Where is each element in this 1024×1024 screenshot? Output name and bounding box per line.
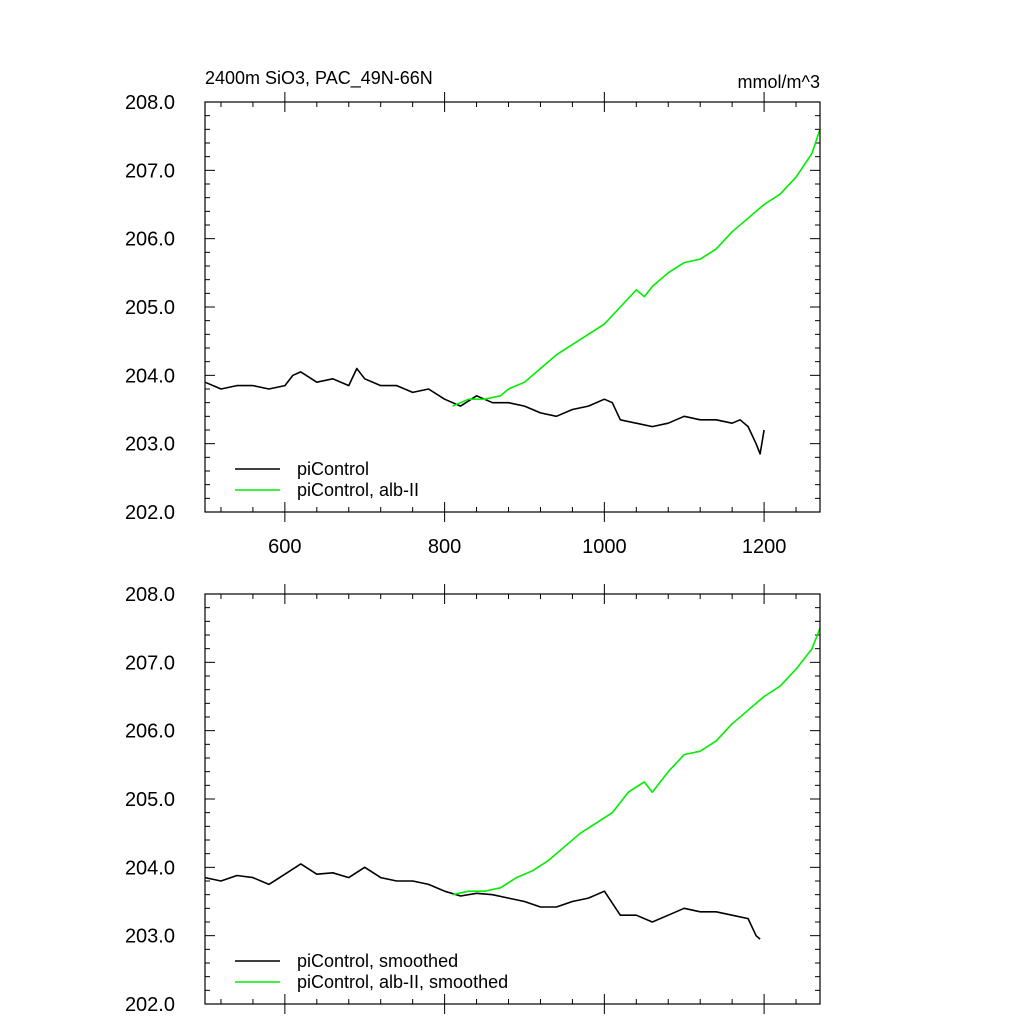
legend-label-picontrol-smoothed: piControl, smoothed [297, 951, 458, 971]
legend-label-picontrol: piControl [297, 459, 369, 479]
y-tick-label: 208.0 [125, 584, 175, 606]
series-line-picontrol [204, 367, 765, 455]
legend-label-alb-ii-smoothed: piControl, alb-II, smoothed [297, 972, 508, 992]
x-axis: 600 800 1000 1200 [220, 92, 797, 558]
x-tick-label: 800 [428, 536, 461, 558]
x-tick-label: 1200 [742, 536, 787, 558]
legend: piControl, smoothed piControl, alb-II, s… [235, 951, 508, 992]
plot-area [204, 627, 821, 940]
plot-area [204, 129, 821, 455]
y-tick-label: 206.0 [125, 721, 175, 743]
legend: piControl piControl, alb-II [235, 459, 419, 500]
y-tick-label: 208.0 [125, 92, 175, 114]
y-tick-label: 205.0 [125, 789, 175, 811]
x-axis [220, 584, 797, 1014]
y-tick-label: 206.0 [125, 229, 175, 251]
y-tick-label: 202.0 [125, 502, 175, 524]
y-tick-label: 205.0 [125, 297, 175, 319]
chart-title: 2400m SiO3, PAC_49N-66N [205, 68, 433, 89]
y-axis: 202.0 203.0 204.0 205.0 206.0 207.0 208.0 [125, 92, 820, 524]
x-tick-label: 1000 [582, 536, 627, 558]
y-tick-label: 204.0 [125, 365, 175, 387]
y-tick-label: 207.0 [125, 160, 175, 182]
y-tick-label: 203.0 [125, 434, 175, 456]
x-tick-label: 600 [268, 536, 301, 558]
y-tick-label: 202.0 [125, 994, 175, 1016]
legend-label-alb-ii: piControl, alb-II [297, 480, 419, 500]
plot-frame [204, 101, 821, 513]
y-tick-label: 207.0 [125, 652, 175, 674]
y-tick-label: 203.0 [125, 926, 175, 948]
top-chart-panel: 2400m SiO3, PAC_49N-66N mmol/m^3 202.020… [125, 68, 821, 558]
y-tick-label: 204.0 [125, 857, 175, 879]
series-line-picontrol-alb-ii [452, 129, 821, 407]
y-axis: 202.0 203.0 204.0 205.0 206.0 207.0 208.0 [125, 584, 820, 1016]
series-line-picontrol-smoothed [204, 863, 761, 940]
plot-frame [204, 593, 821, 1005]
series-line-picontrol-alb-ii-smoothed [452, 627, 821, 896]
units-label: mmol/m^3 [738, 72, 820, 92]
bottom-chart-panel: 202.0 203.0 204.0 205.0 206.0 207.0 208.0 piCo… [125, 584, 821, 1016]
